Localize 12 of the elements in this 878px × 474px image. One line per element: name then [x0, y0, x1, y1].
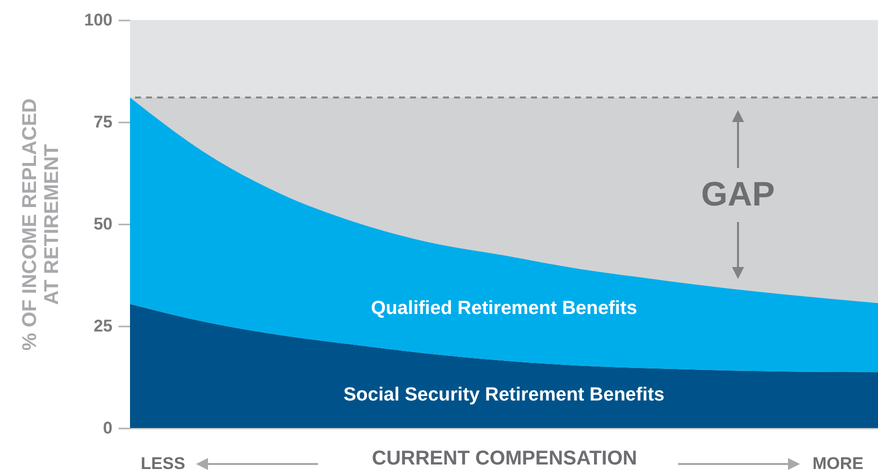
series-label: Qualified Retirement Benefits	[370, 298, 638, 320]
y-tick-label: 25	[94, 316, 112, 336]
y-tick-label: 0	[103, 418, 112, 438]
series-label: Social Security Retirement Benefits	[344, 384, 664, 406]
y-tick-label: 50	[94, 214, 112, 234]
x-axis-title: CURRENT COMPENSATION	[372, 448, 638, 470]
y-tick-label: 100	[84, 10, 112, 30]
y-axis-title: % OF INCOME REPLACED AT RETIREMENT	[19, 98, 64, 351]
text: MORE	[812, 454, 864, 474]
annotation: GAP	[701, 176, 775, 214]
text: LESS	[140, 454, 186, 474]
y-tick-label: 75	[94, 112, 112, 132]
